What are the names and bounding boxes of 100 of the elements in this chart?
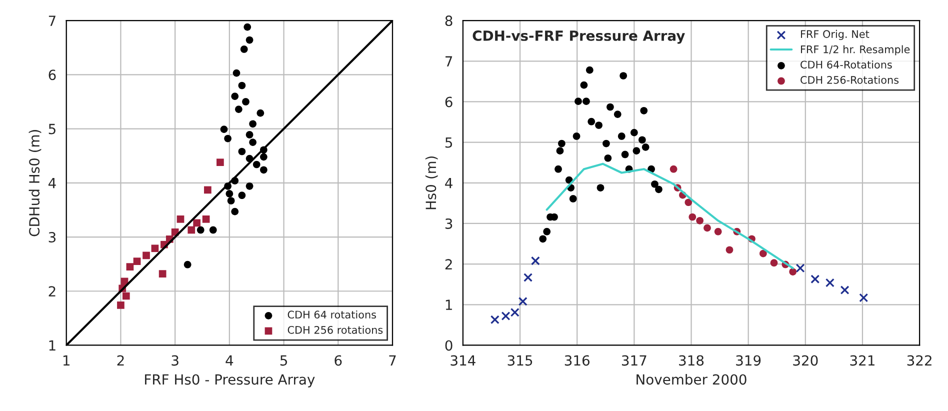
x-axis-title: FRF Hs0 - Pressure Array [145,374,315,388]
y-tick-label: 2 [48,286,56,296]
point [530,256,540,266]
point [596,184,604,192]
point [231,208,239,216]
point [655,186,662,194]
point [238,192,246,200]
y-tick-label: 7 [48,16,56,26]
point [256,109,264,117]
legend-label: CDH 64 rotations [288,310,376,319]
point [569,195,577,202]
point [602,140,610,148]
point [184,260,192,268]
y-tick-label: 1 [446,300,452,310]
point [620,72,628,80]
point [249,120,256,128]
point [158,270,166,278]
point [789,268,797,276]
point [133,258,141,266]
point [630,128,638,136]
point [510,308,520,317]
point [501,312,510,321]
point [242,98,250,106]
y-tick-label: 1 [49,340,56,351]
y-tick-label: 4 [48,178,56,188]
point [621,150,629,158]
point [235,106,242,113]
y-axis-title: Hs0 (m) [425,156,438,210]
point [151,244,159,252]
point [246,131,254,138]
point [216,158,224,166]
point [670,165,678,173]
y-axis-title: CDHud Hs0 (m) [28,130,42,236]
y-tick-label: 0 [445,340,452,351]
point [490,315,500,324]
point [582,98,590,105]
point [176,215,184,223]
point [760,250,767,258]
point [632,147,640,155]
legend-label: CDH 64-Rotations [800,60,892,69]
y-tick-label: 8 [445,16,452,26]
point [651,180,658,188]
x-tick-label: 316 [564,355,590,366]
point [231,92,239,100]
point [810,274,820,284]
point [604,154,612,162]
x-tick-label: 1 [63,355,70,366]
point [196,226,204,234]
y-tick-label: 3 [445,218,452,229]
x-tick-label: 2 [117,355,124,366]
point [244,23,252,31]
point [595,122,602,129]
point [588,118,596,126]
x-tick-label: 4 [226,355,234,366]
point [638,136,646,144]
point [704,224,711,232]
point [640,106,648,114]
legend-label: FRF 1/2 hr. Resample [800,45,910,56]
point [188,226,196,234]
point [209,226,217,234]
point [714,228,722,236]
y-tick-label: 5 [48,124,56,134]
x-tick-label: 319 [736,355,761,366]
point [524,272,533,282]
x-tick-label: 5 [280,355,287,366]
point [554,165,562,173]
point [642,144,650,151]
x-tick-label: 3 [172,355,178,366]
x-tick-label: 315 [508,355,532,366]
point [142,252,150,260]
point [252,160,260,168]
point [586,66,594,74]
x-tick-label: 7 [389,355,396,366]
point [220,126,228,133]
y-tick-label: 7 [446,56,452,66]
y-tick-label: 2 [445,259,452,270]
legend-label: CDH 256-Rotations [800,76,899,84]
legend-label: CDH 256 rotations [288,326,383,334]
x-axis-title: November 2000 [636,374,746,385]
x-tick-label: 321 [850,355,874,366]
point [606,103,614,111]
point [204,186,212,194]
point [696,216,704,224]
point [227,197,235,204]
y-tick-label: 6 [48,70,56,80]
point [518,296,528,306]
point [126,263,134,270]
point [246,182,254,190]
point [796,264,805,273]
point [122,292,130,300]
point [840,286,850,295]
point [574,98,582,105]
point [614,110,622,118]
x-tick-label: 322 [907,355,932,366]
x-tick-label: 6 [334,355,342,366]
point [618,132,626,140]
y-tick-label: 3 [48,232,56,242]
point [238,82,246,90]
point [238,148,246,156]
point [117,302,124,309]
